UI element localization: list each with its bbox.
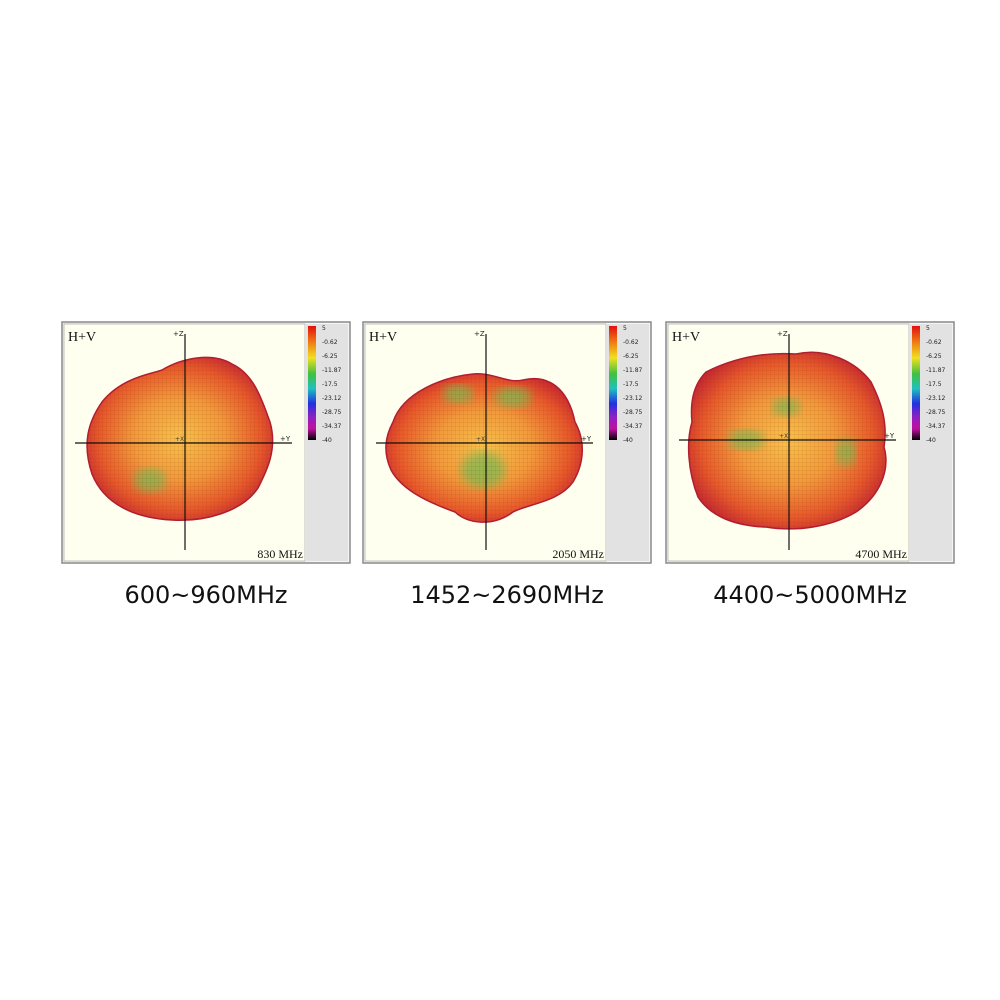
pattern-mesh	[385, 373, 583, 523]
axis-label: +X	[476, 436, 485, 443]
color-bar-label: -0.62	[926, 339, 942, 346]
color-bar-label: -40	[623, 437, 633, 444]
axis-label: +Y	[280, 435, 291, 443]
axis-label: +Y	[581, 435, 592, 443]
axis-label: +Z	[777, 330, 788, 338]
panel-caption: 1452~2690MHz	[410, 581, 604, 609]
mode-label: H+V	[672, 330, 700, 345]
panel: +Z +Y +X H+V 2050 MHz 5 -0.62 -6.25 -11.87 -17.5 -…	[362, 321, 652, 564]
color-bar-label: -17.5	[623, 381, 639, 388]
panel: +Z +Y +X H+V 4700 MHz 5 -0.62 -6.25 -11.87 -17.5 -…	[665, 321, 955, 564]
color-bar-label: -23.12	[322, 395, 342, 402]
color-bar-label: -23.12	[623, 395, 643, 402]
axis-label: +Z	[173, 330, 184, 338]
color-bar-label: -6.25	[322, 353, 338, 360]
axis-label: +X	[175, 436, 184, 443]
frequency-label: 830 MHz	[257, 547, 303, 561]
color-bar	[912, 326, 920, 440]
color-bar-label: -28.75	[623, 409, 643, 416]
axis-label: +X	[779, 433, 788, 440]
color-bar-label: -0.62	[322, 339, 338, 346]
color-bar-label: 5	[322, 325, 326, 332]
color-bar-label: -6.25	[623, 353, 639, 360]
color-bar-label: -6.25	[926, 353, 942, 360]
pattern-mesh	[86, 356, 274, 521]
color-bar-label: -17.5	[322, 381, 338, 388]
color-bar-label: 5	[926, 325, 930, 332]
color-bar-label: -40	[926, 437, 936, 444]
panel-caption: 600~960MHz	[124, 581, 287, 609]
color-bar-label: -28.75	[926, 409, 946, 416]
frequency-label: 2050 MHz	[552, 547, 604, 561]
color-bar	[609, 326, 617, 440]
axis-label: +Y	[884, 432, 895, 440]
frequency-label: 4700 MHz	[855, 547, 907, 561]
color-bar-label: -11.87	[623, 367, 643, 374]
color-bar-label: -0.62	[623, 339, 639, 346]
color-bar-label: -28.75	[322, 409, 342, 416]
panel-caption: 4400~5000MHz	[713, 581, 907, 609]
color-bar-label: -40	[322, 437, 332, 444]
color-bar-label: -17.5	[926, 381, 942, 388]
color-bar-label: -34.37	[322, 423, 342, 430]
color-bar-label: -11.87	[926, 367, 946, 374]
color-bar	[308, 326, 316, 440]
panel: +Z +Y +X H+V 830 MHz 5 -0.62 -6.25 -11.87 -17.5 -2…	[61, 321, 351, 564]
color-bar-label: -34.37	[926, 423, 946, 430]
mode-label: H+V	[68, 330, 96, 345]
axis-label: +Z	[474, 330, 485, 338]
color-bar-label: -23.12	[926, 395, 946, 402]
color-bar-label: 5	[623, 325, 627, 332]
color-bar-label: -11.87	[322, 367, 342, 374]
mode-label: H+V	[369, 330, 397, 345]
color-bar-label: -34.37	[623, 423, 643, 430]
